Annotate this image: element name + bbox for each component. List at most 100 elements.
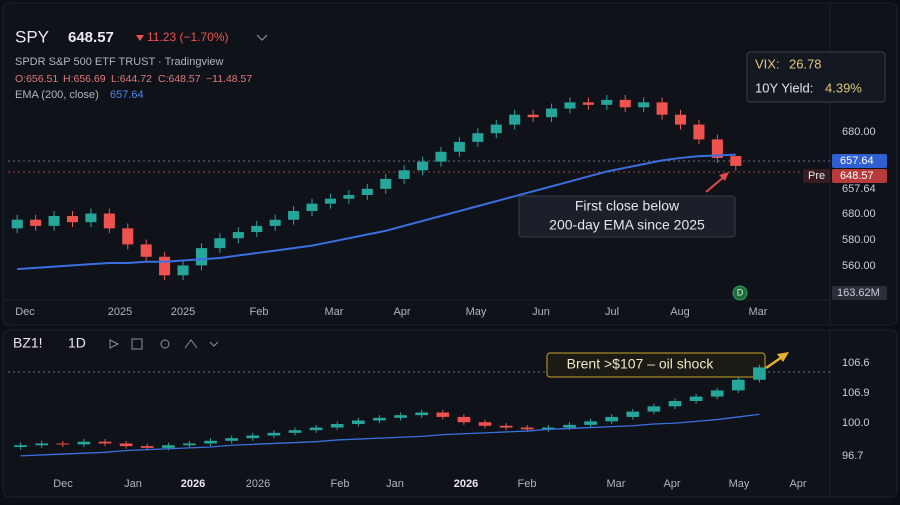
candle-body [564, 102, 576, 109]
time-label: 2026 [181, 478, 205, 490]
candle-body [605, 416, 618, 422]
candle-body [246, 435, 260, 439]
candle-body [689, 396, 703, 401]
candle-body [225, 438, 238, 441]
candle-body [582, 102, 594, 105]
top-panel [2, 2, 898, 326]
candle-body [499, 425, 513, 428]
candle-body [119, 443, 133, 447]
price-label: 680.00 [842, 208, 876, 220]
symbol: SPY [15, 27, 49, 46]
candle-body [140, 244, 152, 257]
price-label: 96.7 [842, 450, 863, 462]
candle-body [472, 133, 484, 142]
candle-body [380, 178, 392, 189]
dividend-icon-text: D [737, 287, 744, 297]
candle-body [343, 195, 355, 199]
candle-body [267, 432, 281, 436]
tool-icon[interactable] [109, 339, 120, 349]
time-label: Aug [670, 306, 690, 318]
candle-body [269, 219, 281, 226]
candle-body [140, 446, 154, 448]
candle-body [373, 417, 386, 421]
ohlc: −11.48.57 [206, 73, 252, 85]
candle-body [288, 430, 302, 433]
time-label: Apr [393, 306, 410, 318]
candle-body [11, 219, 23, 229]
volume-tag [832, 286, 887, 300]
candle-body [162, 445, 175, 448]
candle-body [394, 415, 407, 418]
time-label: Dec [53, 478, 73, 490]
candle-body [656, 102, 668, 115]
time-label: Jul [605, 306, 619, 318]
ema-tag-text: 657.64 [840, 155, 874, 167]
annotation-arrowhead [719, 172, 729, 181]
price-label: 100.0 [842, 417, 870, 429]
pre-tag [803, 169, 830, 183]
time-label: Mar [749, 306, 768, 318]
indicator-value: 26.78 [789, 56, 822, 71]
candle-body [309, 427, 323, 431]
candle-body [398, 170, 410, 179]
annotation-arrow [705, 175, 726, 193]
annotation-text: Brent >$107 – oil shock [567, 356, 715, 372]
ohlc: L:644.72 [111, 73, 152, 85]
time-label: Mar [607, 478, 626, 490]
annotation-text: First close below [575, 198, 680, 214]
time-label: Feb [250, 306, 269, 318]
candle-body [415, 412, 428, 416]
candle-body [711, 139, 723, 158]
time-label: Feb [331, 478, 350, 490]
time-label: Jan [124, 478, 142, 490]
candle-body [77, 441, 91, 445]
candle-body [352, 420, 365, 424]
candle-body [546, 108, 558, 118]
time-label: 2026 [454, 478, 478, 490]
chevron[interactable] [209, 341, 219, 347]
annotation-arrowhead [777, 352, 789, 362]
price-tag-text: 648.57 [840, 170, 874, 182]
volume-label: 163.62M [837, 287, 880, 299]
time-label: May [466, 306, 487, 318]
candle-body [14, 445, 27, 447]
candle-body [509, 114, 521, 125]
candle-body [103, 213, 115, 229]
candle-body [753, 367, 766, 380]
candle-body [710, 390, 724, 397]
indicator-label: VIX: [755, 56, 780, 71]
tool-icon[interactable] [160, 339, 170, 349]
price-label: 680.00 [842, 126, 876, 138]
candle-body [527, 114, 539, 118]
moving-average-line [17, 153, 736, 271]
ema-tag [832, 154, 887, 168]
candle-body [30, 219, 42, 226]
indicator-label: 10Y Yield: [755, 80, 813, 95]
candle-body [35, 443, 48, 446]
candle-body [330, 424, 344, 428]
candle-body [214, 238, 226, 249]
candle-body [730, 156, 742, 166]
chevron[interactable] [256, 34, 268, 41]
candle-body [647, 406, 661, 412]
dividend-icon[interactable] [732, 285, 748, 301]
candle-body [563, 424, 576, 428]
indicator-box [746, 51, 886, 103]
candle-body [457, 416, 471, 423]
candle-body [195, 248, 207, 266]
tool-icon[interactable] [131, 338, 143, 350]
indicator-value: 4.39% [825, 80, 862, 95]
candle-body [98, 441, 112, 444]
ohlc: C:648.57 [158, 73, 201, 85]
candle-body [122, 228, 134, 245]
ohlc: H:656.69 [63, 73, 106, 85]
candle-body [520, 427, 534, 430]
candle-body [601, 99, 613, 105]
price-label: 106.9 [842, 387, 870, 399]
subtitle: SPDR S&P 500 ETF TRUST · Tradingview [15, 56, 224, 68]
time-label: Dec [15, 306, 35, 318]
candle-body [417, 161, 429, 171]
tool-icon[interactable] [184, 339, 198, 349]
candle-body [626, 411, 640, 417]
